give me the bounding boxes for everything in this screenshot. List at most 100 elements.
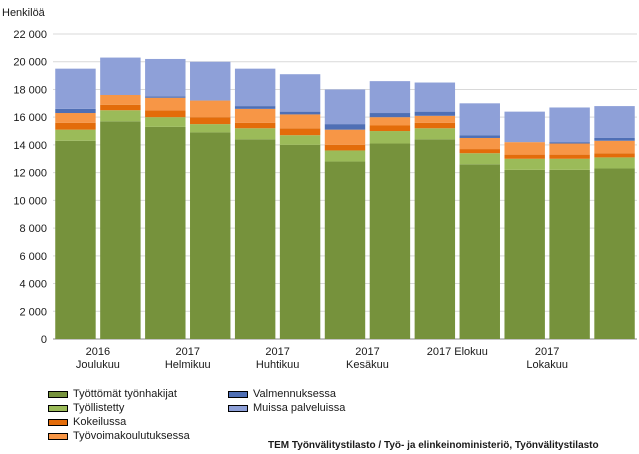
legend-swatch [48,433,68,440]
bar-stack [369,81,411,339]
bar-segment-1 [279,144,321,339]
bar-segment-6 [234,68,276,107]
legend-item: Työttömät työnhakijat [48,388,177,401]
bar-segment-2 [369,131,411,144]
bar-segment-1 [55,140,96,339]
bar-segment-2 [145,117,186,127]
bar-stack [324,89,366,339]
x-tick-label: 2017 [355,346,379,358]
legend-swatch [48,405,68,412]
legend-label: Työvoimakoulutuksessa [73,430,190,442]
bar-segment-4 [55,113,96,123]
x-axis-labels: 2016Joulukuu2017Helmikuu2017Huhtikuu2017… [76,346,568,371]
y-tick-label: 0 [41,334,47,346]
x-tick-label: Helmikuu [165,359,211,371]
y-tick-label: 16 000 [13,112,47,124]
x-tick-label: Joulukuu [76,359,120,371]
bar-stack [190,61,231,339]
bar-segment-5 [459,135,500,138]
bar-segment-3 [324,144,366,151]
bar-stack [549,107,590,339]
x-tick-label: Huhtikuu [256,359,299,371]
y-tick-label: 12 000 [13,168,47,180]
bar-segment-6 [55,68,96,109]
bar-segment-1 [145,126,186,340]
bar-segment-5 [369,113,411,118]
y-tick-label: 18 000 [13,84,47,96]
bar-segment-6 [100,57,141,95]
y-tick-label: 4 000 [19,279,47,291]
y-tick-label: 2 000 [19,306,47,318]
legend-label: Kokeilussa [73,416,127,428]
bar-segment-3 [145,110,186,118]
legend-item: Työvoimakoulutuksessa [48,430,190,443]
bar-segment-4 [145,97,186,111]
bar-segment-3 [369,125,411,132]
bar-segment-5 [549,142,590,144]
bar-stack [234,68,276,339]
bar-segment-3 [594,153,635,158]
y-tick-label: 14 000 [13,140,47,152]
x-tick-label: 2017 [176,346,200,358]
bar-segment-6 [145,58,186,97]
bar-segment-4 [369,117,411,126]
bar-segment-2 [279,135,321,145]
bar-segment-2 [190,124,231,133]
bar-segment-1 [100,121,141,339]
legend-item: Muissa palveluissa [228,402,345,415]
bar-segment-1 [504,169,545,339]
bar-segment-5 [324,124,366,130]
y-tick-label: 20 000 [13,57,47,69]
bar-segment-3 [100,104,141,111]
bar-segment-1 [190,132,231,339]
x-tick-label: Lokakuu [526,359,568,371]
bar-segment-2 [549,158,590,170]
legend-label: Muissa palveluissa [253,402,346,414]
bar-segment-3 [190,117,231,125]
legend-swatch [228,405,248,412]
legend-swatch [48,419,68,426]
legend-item: Valmennuksessa [228,388,336,401]
bar-segment-6 [549,107,590,143]
bar-segment-1 [594,168,635,339]
bar-segment-4 [594,140,635,154]
bar-segment-5 [594,137,635,141]
y-axis-ticks: 0 2 000 4 000 6 000 8 000 10 000 12 000 14 000 1… [13,29,47,346]
bar-segment-3 [279,128,321,136]
bar-segment-1 [324,161,366,339]
source-note: TEM Työnvälitystilasto / Työ- ja elinkei… [268,440,599,451]
bar-segment-6 [594,106,635,138]
legend-label: Työttömät työnhakijat [73,388,177,400]
bar-segment-4 [100,95,141,105]
bar-stack [55,68,96,339]
y-tick-label: 6 000 [19,251,47,263]
bar-segment-4 [459,137,500,150]
y-tick-label: 22 000 [13,29,47,41]
legend-label: Valmennuksessa [253,388,336,400]
bar-segment-4 [190,100,231,118]
bar-segment-5 [234,106,276,109]
bar-segment-2 [55,129,96,141]
bar-segment-2 [459,153,500,165]
bar-segment-3 [234,122,276,129]
bar-segment-3 [55,122,96,130]
bar-segment-1 [414,139,456,339]
bar-segment-6 [459,103,500,136]
x-tick-label: Kesäkuu [346,359,389,371]
bar-stack [594,106,635,339]
bars [55,57,635,340]
x-tick-label: 2017 [535,346,559,358]
bar-segment-4 [234,108,276,123]
bar-segment-1 [369,143,411,339]
bar-stack [145,58,186,340]
bar-segment-2 [414,128,456,140]
bar-stack [414,82,456,339]
bar-segment-5 [55,108,96,114]
bar-segment-3 [549,154,590,159]
bar-segment-1 [234,139,276,339]
bar-stack [504,111,545,339]
bar-segment-3 [504,154,545,159]
bar-segment-4 [549,143,590,155]
bar-segment-4 [414,115,456,123]
